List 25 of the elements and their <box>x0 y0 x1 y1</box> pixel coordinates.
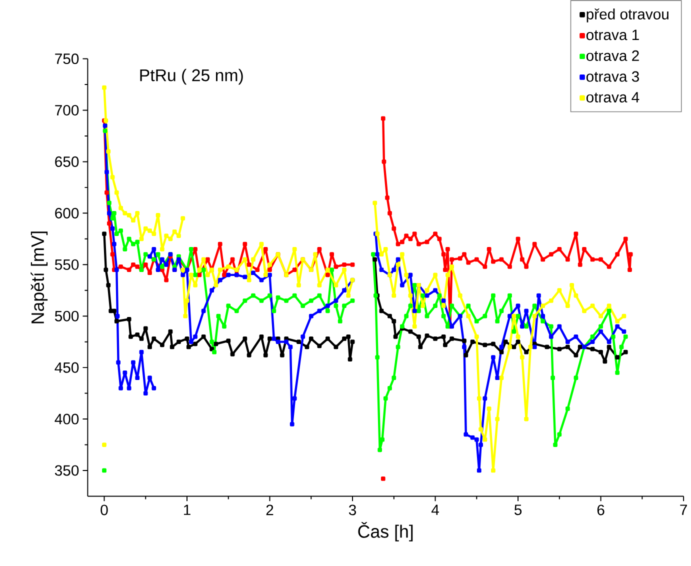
text: PtRu ( 25 nm) <box>140 68 243 85</box>
y-tick-label: 600 <box>55 208 79 218</box>
y-tick-label: 400 <box>54 414 79 424</box>
y-tick-label: 750 <box>55 54 79 64</box>
x-tick-label: 3 <box>348 504 356 516</box>
x-tick-label: 4 <box>431 504 439 515</box>
y-tick-label: 650 <box>55 156 79 167</box>
x-tick-label: 1 <box>184 504 190 515</box>
y-tick-label: 450 <box>54 362 79 373</box>
legend-label: otrava 2 <box>586 50 639 61</box>
y-tick-label: 550 <box>54 259 79 270</box>
x-axis-title: Čas [h] <box>358 522 413 542</box>
x-tick-label: 6 <box>597 504 604 516</box>
legend-label: otrava 1 <box>586 30 639 40</box>
legend-label: před otravou <box>586 8 668 22</box>
y-axis-title: Napětí [mV] <box>30 232 48 324</box>
y-tick-label: 700 <box>55 104 79 116</box>
x-tick-label: 7 <box>680 504 687 515</box>
x-tick-label: 2 <box>266 504 274 516</box>
y-tick-label: 500 <box>54 310 79 322</box>
x-tick-label: 5 <box>514 504 522 516</box>
y-tick-label: 350 <box>54 465 79 476</box>
legend-label: otrava 4 <box>586 92 640 102</box>
x-tick-label: 0 <box>100 504 108 516</box>
legend-label: otrava 3 <box>586 71 639 82</box>
